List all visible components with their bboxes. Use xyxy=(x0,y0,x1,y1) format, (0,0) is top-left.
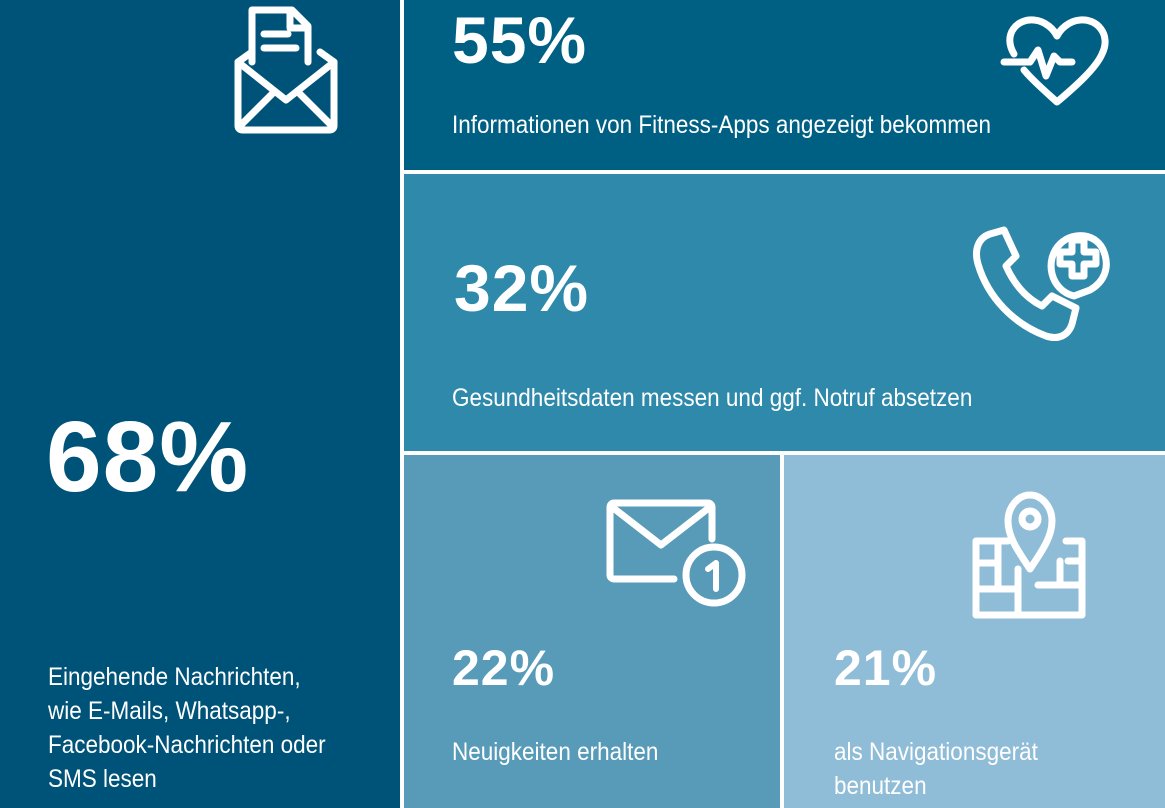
tile-percent: 21% xyxy=(834,640,938,696)
tile-label: Eingehende Nachrichten, wie E-Mails, Wha… xyxy=(48,663,326,793)
envelope-document-icon xyxy=(234,6,338,134)
tile-label: Informationen von Fitness-Apps angezeigt… xyxy=(452,111,992,139)
tile-label: Neuigkeiten erhalten xyxy=(452,738,659,766)
tile-label: als Navigationsgerät benutzen xyxy=(834,738,1038,800)
tile-navigation: 21% als Navigationsgerät benutzen xyxy=(784,455,1165,808)
envelope-notification-icon xyxy=(606,499,746,607)
tile-percent: 22% xyxy=(452,640,556,696)
heart-pulse-icon xyxy=(1000,16,1109,106)
tile-percent: 32% xyxy=(454,251,590,325)
map-pin-icon xyxy=(972,491,1086,619)
tile-percent: 68% xyxy=(46,401,250,513)
tile-news: 22% Neuigkeiten erhalten xyxy=(404,455,780,808)
tile-label: Gesundheitsdaten messen und ggf. Notruf … xyxy=(452,384,973,412)
tile-health: 32% Gesundheitsdaten messen und ggf. Not… xyxy=(404,174,1165,451)
tile-percent: 55% xyxy=(452,3,588,77)
tile-fitness: 55% Informationen von Fitness-Apps angez… xyxy=(404,0,1165,170)
phone-medical-icon xyxy=(973,226,1110,341)
tile-messages: 68% Eingehende Nachrichten, wie E-Mails,… xyxy=(0,0,400,808)
